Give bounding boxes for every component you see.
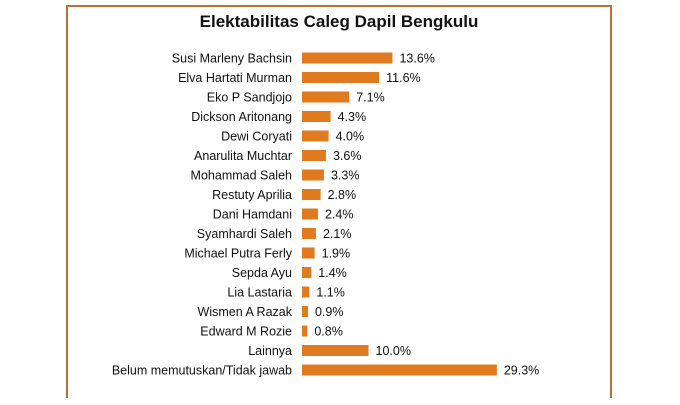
category-label: Dickson Aritonang xyxy=(191,110,292,124)
bar xyxy=(302,189,321,200)
category-label: Lainnya xyxy=(248,344,292,358)
value-label: 10.0% xyxy=(376,344,411,358)
chart-frame xyxy=(66,5,612,398)
value-label: 29.3% xyxy=(504,364,539,378)
category-label: Wismen A Razak xyxy=(198,305,293,319)
bar xyxy=(302,208,318,220)
value-label: 4.0% xyxy=(336,130,365,144)
value-label: 1.1% xyxy=(316,286,345,300)
bar xyxy=(302,150,326,161)
category-label: Mohammad Saleh xyxy=(191,169,292,183)
value-label: 2.4% xyxy=(325,208,354,222)
value-label: 2.8% xyxy=(328,188,357,202)
category-label: Sepda Ayu xyxy=(232,266,292,280)
chart-title: Elektabilitas Caleg Dapil Bengkulu xyxy=(200,12,479,31)
bar xyxy=(302,325,308,337)
bar xyxy=(302,91,350,103)
value-label: 13.6% xyxy=(399,52,434,66)
category-label: Restuty Aprilia xyxy=(212,188,292,202)
category-label: Lia Lastaria xyxy=(227,286,292,300)
value-label: 1.4% xyxy=(318,266,347,280)
bar xyxy=(302,364,497,376)
bar xyxy=(302,169,324,181)
bar xyxy=(302,267,312,278)
bar xyxy=(302,52,393,64)
category-label: Susi Marleny Bachsin xyxy=(172,52,292,66)
bar xyxy=(302,111,331,122)
bar xyxy=(302,306,308,317)
category-label: Michael Putra Ferly xyxy=(184,247,292,261)
bar xyxy=(302,286,310,298)
category-label: Anarulita Muchtar xyxy=(194,149,292,163)
category-label: Dani Hamdani xyxy=(213,208,292,222)
value-label: 2.1% xyxy=(323,227,352,241)
category-label: Dewi Coryati xyxy=(221,130,292,144)
category-label: Syamhardi Saleh xyxy=(197,227,292,241)
bar xyxy=(302,72,380,83)
bar xyxy=(302,130,329,142)
value-label: 3.6% xyxy=(333,149,362,163)
category-label: Elva Hartati Murman xyxy=(178,71,292,85)
value-label: 4.3% xyxy=(338,110,367,124)
value-label: 3.3% xyxy=(331,169,360,183)
value-label: 7.1% xyxy=(356,91,385,105)
bar xyxy=(302,345,369,356)
category-label: Belum memutuskan/Tidak jawab xyxy=(112,364,292,378)
category-label: Eko P Sandjojo xyxy=(207,91,292,105)
bars-group: Susi Marleny Bachsin 13.6% Elva Hartati Mu… xyxy=(112,52,539,378)
value-label: 11.6% xyxy=(386,71,421,85)
value-label: 0.8% xyxy=(314,325,343,339)
value-label: 0.9% xyxy=(315,305,344,319)
bar xyxy=(302,228,316,239)
value-label: 1.9% xyxy=(322,247,351,261)
category-label: Edward M Rozie xyxy=(200,325,292,339)
bar xyxy=(302,247,315,259)
